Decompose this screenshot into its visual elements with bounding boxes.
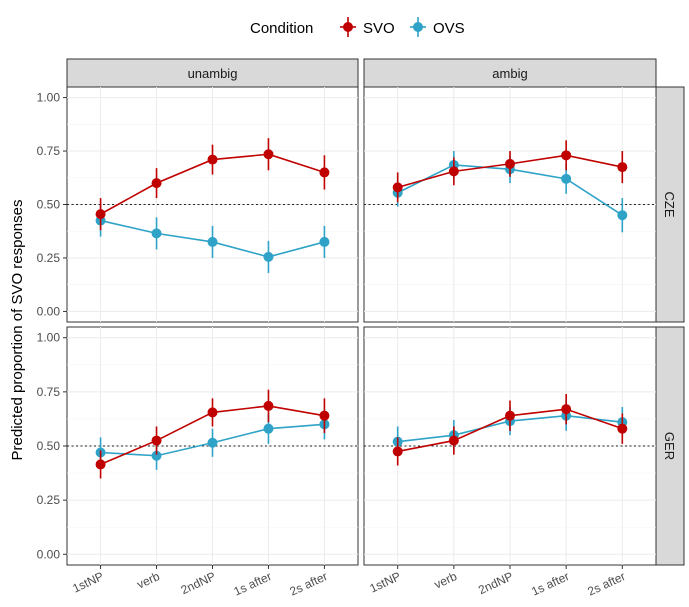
y-tick-label: 0.50: [37, 198, 61, 212]
data-point-ovs: [263, 251, 274, 262]
strip-row-cze: CZE: [655, 86, 685, 323]
y-tick-label: 1.00: [37, 91, 61, 105]
data-point-ovs: [151, 228, 162, 239]
data-point-svo: [505, 158, 515, 169]
x-tick-label: 2ndNP: [476, 569, 515, 597]
data-point-svo: [617, 162, 628, 173]
legend-key-svo: SVO: [340, 17, 395, 37]
y-tick-label: 0.75: [37, 385, 61, 399]
strip-label-cze: CZE: [662, 192, 677, 218]
data-point-svo: [448, 166, 459, 177]
data-point-ovs: [561, 173, 572, 184]
x-tick-labels: 1stNP verb 2ndNP 1s after 2s after 1stNP verb 2…: [70, 565, 628, 599]
legend-key-ovs-point: [413, 22, 423, 32]
data-point-svo: [617, 423, 628, 434]
data-point-svo: [561, 404, 572, 415]
data-point-svo: [151, 435, 162, 446]
data-point-svo: [392, 182, 403, 193]
legend-label-svo: SVO: [363, 20, 395, 37]
series-ovs: [95, 204, 330, 273]
data-point-svo: [95, 209, 106, 220]
x-tick-label: 1s after: [529, 569, 571, 599]
data-point-svo: [505, 410, 515, 421]
x-tick-label: 1stNP: [367, 569, 403, 596]
legend-key-svo-point: [343, 22, 353, 32]
y-tick-label: 1.00: [37, 331, 61, 345]
y-tick-label: 0.75: [37, 144, 61, 158]
strip-row-ger: GER: [655, 326, 685, 566]
series-svo: [95, 138, 330, 231]
data-point-svo: [392, 446, 403, 457]
legend-title: Condition: [250, 20, 313, 37]
legend-key-ovs: OVS: [410, 17, 465, 37]
strip-label-ger: GER: [662, 432, 677, 460]
data-point-svo: [207, 407, 218, 418]
y-tick-label: 0.25: [37, 493, 61, 507]
x-tick-label: 2s after: [287, 569, 329, 599]
data-point-svo: [263, 400, 274, 411]
y-tick-label: 0.00: [37, 547, 61, 561]
y-tick-label: 0.25: [37, 251, 61, 265]
series-svo: [95, 389, 330, 479]
data-point-ovs: [207, 437, 218, 448]
data-point-svo: [319, 410, 330, 421]
panels: [66, 86, 657, 566]
data-point-ovs: [151, 450, 162, 461]
x-tick-label: 1s after: [232, 569, 274, 599]
x-tick-label: verb: [135, 569, 162, 592]
data-point-ovs: [319, 236, 330, 247]
data-point-svo: [448, 435, 459, 446]
data-point-svo: [319, 167, 330, 178]
legend-label-ovs: OVS: [433, 20, 465, 37]
series-svo: [392, 394, 628, 466]
y-axis-title: Predicted proportion of SVO responses: [9, 200, 26, 461]
x-tick-label: 2s after: [585, 569, 627, 599]
strip-col-ambig: ambig: [363, 58, 657, 88]
data-point-svo: [263, 149, 274, 160]
data-point-svo: [207, 154, 218, 165]
panel-ambig-cze: [363, 86, 657, 323]
x-tick-label: 2ndNP: [179, 569, 218, 597]
data-point-ovs: [263, 423, 274, 434]
y-tick-label: 0.50: [37, 439, 61, 453]
data-point-svo: [95, 459, 106, 470]
panel-unambig-cze: [66, 86, 359, 323]
strip-label-ambig: ambig: [492, 66, 527, 81]
panel-unambig-ger: [66, 326, 359, 566]
data-point-ovs: [207, 236, 218, 247]
strip-col-unambig: unambig: [66, 58, 359, 88]
panel-ambig-ger: [363, 326, 657, 566]
x-tick-label: 1stNP: [70, 569, 106, 596]
y-tick-label: 0.00: [37, 304, 61, 318]
data-point-svo: [561, 150, 572, 161]
data-point-svo: [151, 178, 162, 189]
strip-label-unambig: unambig: [188, 66, 238, 81]
series-svo: [392, 140, 628, 203]
data-point-ovs: [617, 210, 628, 221]
legend: Condition SVO OVS: [250, 17, 465, 37]
x-tick-label: verb: [432, 569, 459, 592]
y-tick-labels: 0.00 0.25 0.50 0.75 1.00 0.00 0.25 0.50 0.75 1.00: [37, 91, 67, 561]
